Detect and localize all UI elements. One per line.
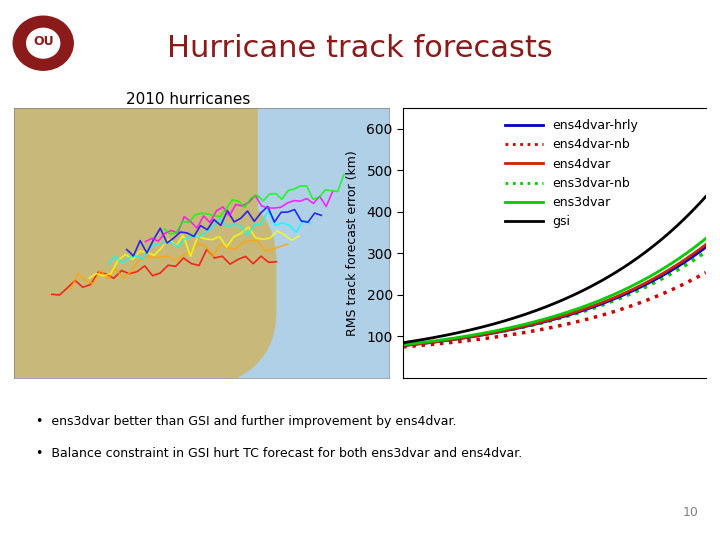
Text: 2010 hurricanes: 2010 hurricanes xyxy=(126,92,251,107)
ens4dvar-hrly xyxy=(686,255,695,261)
ens3dvar xyxy=(399,341,408,348)
ens3dvar xyxy=(675,255,684,261)
Y-axis label: RMS track forecast error (km): RMS track forecast error (km) xyxy=(346,150,359,336)
gsi xyxy=(411,338,420,344)
FancyBboxPatch shape xyxy=(0,140,194,459)
ens3dvar xyxy=(411,340,420,347)
ens4dvar-nb xyxy=(399,343,408,350)
Line: ens4dvar-nb: ens4dvar-nb xyxy=(403,273,706,347)
Circle shape xyxy=(27,28,60,58)
ens3dvar-nb xyxy=(686,259,695,265)
Text: •  Balance constraint in GSI hurt TC forecast for both ens3dvar and ens4dvar.: • Balance constraint in GSI hurt TC fore… xyxy=(36,447,522,460)
Legend: ens4dvar-hrly, ens4dvar-nb, ens4dvar, ens3dvar-nb, ens3dvar, gsi: ens4dvar-hrly, ens4dvar-nb, ens4dvar, en… xyxy=(500,114,644,233)
ens4dvar-hrly xyxy=(417,340,426,347)
ens4dvar-nb xyxy=(455,339,464,345)
ens4dvar xyxy=(399,342,408,349)
ens4dvar-hrly xyxy=(480,332,488,338)
ens4dvar xyxy=(417,340,426,347)
ens3dvar-nb xyxy=(480,332,488,338)
ens3dvar xyxy=(455,334,464,341)
ens3dvar xyxy=(480,330,488,336)
ens3dvar-nb xyxy=(417,340,426,346)
ens3dvar-nb xyxy=(455,335,464,341)
ens4dvar-hrly xyxy=(455,335,464,342)
ens4dvar-nb xyxy=(417,342,426,349)
ens3dvar-nb xyxy=(411,340,420,347)
ens4dvar-nb xyxy=(675,283,684,289)
gsi xyxy=(675,220,684,226)
Line: ens3dvar-nb: ens3dvar-nb xyxy=(403,252,706,345)
ens4dvar-hrly xyxy=(411,341,420,348)
Text: OU: OU xyxy=(33,35,53,49)
ens4dvar-hrly xyxy=(675,262,684,268)
ens4dvar xyxy=(455,335,464,342)
gsi xyxy=(701,193,710,200)
gsi xyxy=(455,329,464,336)
ens4dvar xyxy=(675,260,684,266)
gsi xyxy=(417,336,426,343)
gsi xyxy=(399,340,408,346)
ens4dvar xyxy=(480,331,488,338)
Text: Hurricane track forecasts: Hurricane track forecasts xyxy=(167,34,553,63)
ens4dvar-hrly xyxy=(701,244,710,251)
ens3dvar-nb xyxy=(701,248,710,255)
Line: ens4dvar-hrly: ens4dvar-hrly xyxy=(403,247,706,346)
FancyBboxPatch shape xyxy=(0,181,276,392)
ens3dvar xyxy=(417,340,426,346)
Text: •  ens3dvar better than GSI and further improvement by ens4dvar.: • ens3dvar better than GSI and further i… xyxy=(36,415,456,428)
ens4dvar-nb xyxy=(701,269,710,276)
Line: gsi: gsi xyxy=(403,197,706,343)
ens3dvar xyxy=(686,247,695,254)
ens4dvar xyxy=(411,341,420,348)
ens3dvar-nb xyxy=(399,341,408,348)
Circle shape xyxy=(13,16,73,70)
ens4dvar-nb xyxy=(411,343,420,349)
FancyBboxPatch shape xyxy=(0,27,258,310)
Line: ens4dvar: ens4dvar xyxy=(403,245,706,346)
ens4dvar xyxy=(701,241,710,248)
gsi xyxy=(480,323,488,330)
ens4dvar xyxy=(686,253,695,259)
ens3dvar-nb xyxy=(675,266,684,272)
Text: 10: 10 xyxy=(683,507,698,519)
ens4dvar-nb xyxy=(686,278,695,284)
ens4dvar-hrly xyxy=(399,342,408,349)
ens3dvar xyxy=(701,235,710,242)
Line: ens3dvar: ens3dvar xyxy=(403,239,706,345)
ens4dvar-nb xyxy=(480,335,488,342)
gsi xyxy=(686,210,695,216)
